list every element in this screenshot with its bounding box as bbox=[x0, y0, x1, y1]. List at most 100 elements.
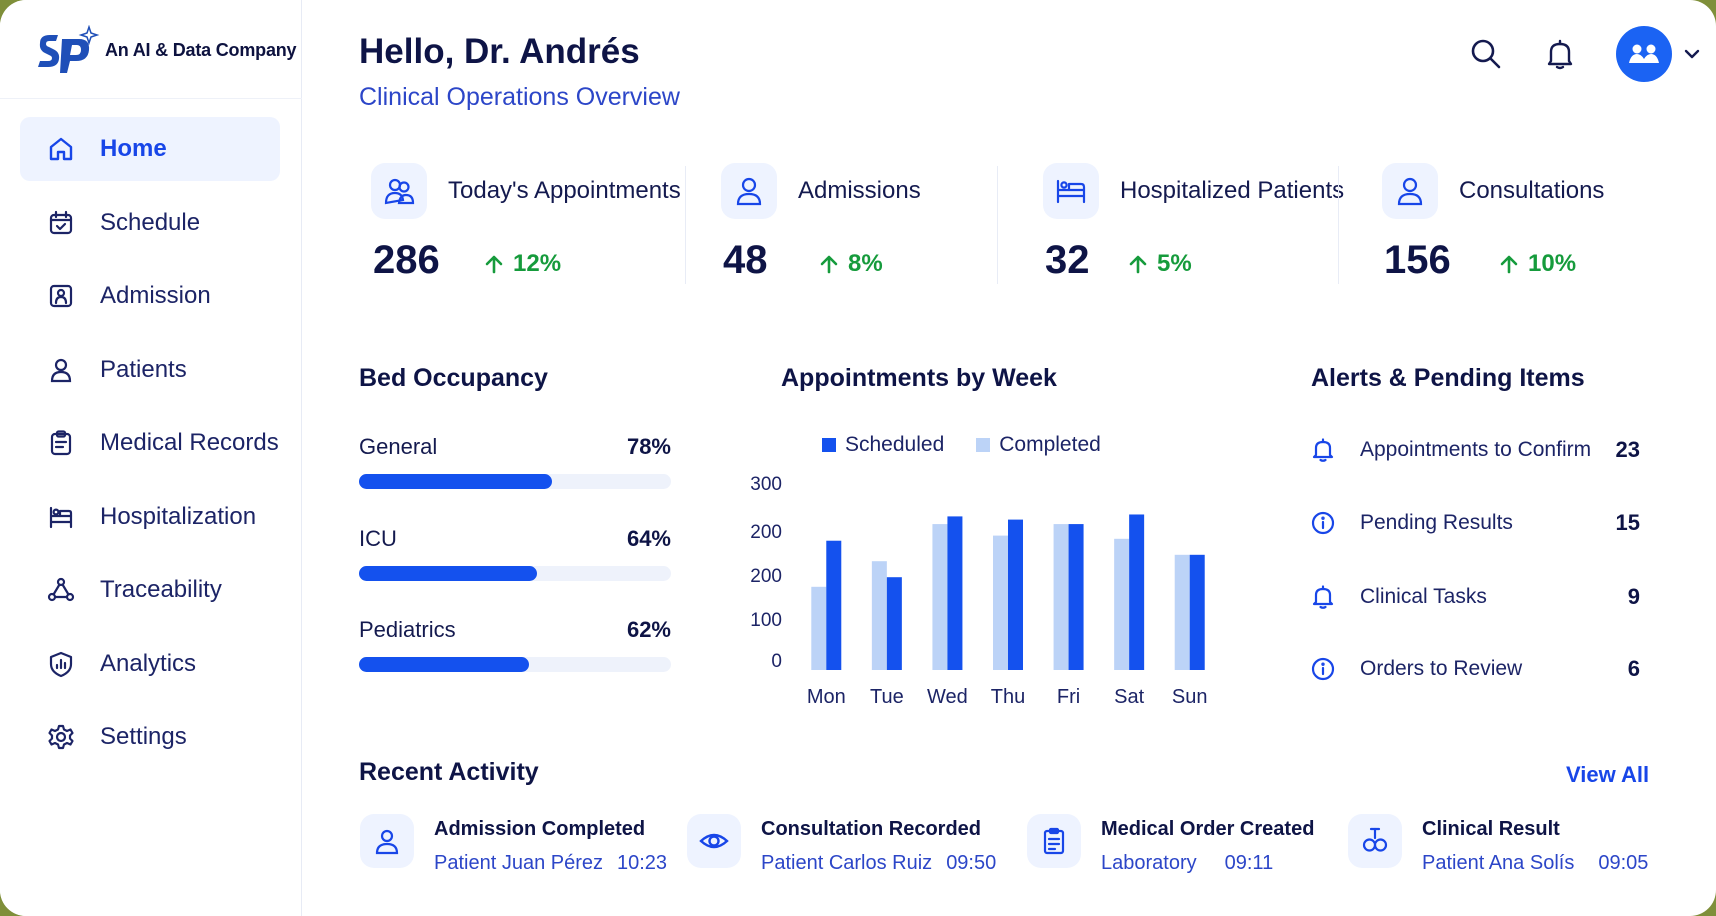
bar-completed-fri[interactable] bbox=[1053, 524, 1069, 670]
arrow-up-icon bbox=[1500, 255, 1518, 274]
sidebar-item-schedule[interactable]: Schedule bbox=[20, 191, 280, 255]
occupancy-bar-track bbox=[359, 657, 671, 672]
y-tick-label: 300 bbox=[750, 474, 782, 495]
bed-icon bbox=[1043, 163, 1099, 219]
arrow-up-icon bbox=[820, 255, 838, 274]
page-title: Hello, Dr. Andrés bbox=[359, 32, 640, 71]
bar-completed-wed[interactable] bbox=[932, 524, 948, 670]
alert-item-appointments-to-confirm[interactable]: Appointments to Confirm 23 bbox=[1310, 432, 1640, 468]
sidebar-item-admission[interactable]: Admission bbox=[20, 264, 280, 328]
x-tick-label: Mon bbox=[807, 686, 846, 708]
bar-completed-tue[interactable] bbox=[871, 561, 887, 670]
sidebar-item-patients[interactable]: Patients bbox=[20, 338, 280, 402]
kpi-value: 48 bbox=[723, 238, 768, 282]
occupancy-percent: 64% bbox=[626, 526, 671, 551]
bed-icon bbox=[46, 502, 76, 532]
x-tick-label: Thu bbox=[991, 686, 1025, 708]
bell-icon bbox=[1312, 585, 1334, 609]
divider bbox=[1338, 166, 1339, 284]
sidebar-item-home[interactable]: Home bbox=[20, 117, 280, 181]
brand-logo bbox=[38, 25, 100, 73]
activity-time: 10:23 bbox=[617, 852, 668, 874]
legend-label: Scheduled bbox=[845, 433, 945, 456]
sidebar-item-label: Patients bbox=[100, 355, 187, 383]
kpi-delta-value: 12% bbox=[513, 250, 562, 277]
alert-item-pending-results[interactable]: Pending Results 15 bbox=[1310, 505, 1640, 541]
bell-icon bbox=[1547, 39, 1573, 70]
user-icon bbox=[721, 163, 777, 219]
occupancy-row-general: General 78% bbox=[359, 434, 671, 494]
y-tick-label: 100 bbox=[750, 610, 782, 631]
view-all-link[interactable]: View All bbox=[1566, 762, 1650, 787]
kpi-card-hospitalized[interactable]: Hospitalized Patients 32 5% bbox=[1031, 160, 1344, 285]
occupancy-name: ICU bbox=[359, 526, 397, 551]
x-tick-label: Wed bbox=[927, 686, 968, 708]
legend-swatch bbox=[976, 438, 991, 452]
bar-completed-mon[interactable] bbox=[811, 586, 827, 670]
users-icon bbox=[371, 163, 427, 219]
bar-scheduled-tue[interactable] bbox=[886, 577, 902, 670]
info-icon bbox=[1311, 511, 1335, 535]
activity-title: Admission Completed bbox=[434, 818, 646, 840]
bar-scheduled-fri[interactable] bbox=[1068, 524, 1084, 670]
sidebar-item-traceability[interactable]: Traceability bbox=[20, 558, 280, 622]
x-tick-label: Fri bbox=[1057, 686, 1080, 708]
activity-item[interactable]: Medical Order Created Laboratory 09:11 bbox=[1027, 814, 1327, 876]
alert-item-clinical-tasks[interactable]: Clinical Tasks 9 bbox=[1310, 579, 1640, 615]
alert-item-orders-to-review[interactable]: Orders to Review 6 bbox=[1310, 651, 1640, 687]
kpi-strip: Today's Appointments 286 12% Admissions … bbox=[359, 160, 1689, 285]
sidebar-item-analytics[interactable]: Analytics bbox=[20, 632, 280, 696]
activity-title: Consultation Recorded bbox=[761, 818, 982, 840]
bar-scheduled-wed[interactable] bbox=[947, 516, 963, 670]
legend-swatch bbox=[822, 438, 836, 452]
legend-item-completed[interactable]: Completed bbox=[976, 433, 1101, 457]
alert-label: Clinical Tasks bbox=[1360, 585, 1487, 608]
kpi-card-consultations[interactable]: Consultations 156 10% bbox=[1370, 160, 1670, 285]
notifications-button[interactable] bbox=[1542, 36, 1578, 72]
sidebar-item-medical-records[interactable]: Medical Records bbox=[20, 411, 280, 475]
x-tick-label: Tue bbox=[870, 686, 904, 708]
bar-scheduled-sun[interactable] bbox=[1189, 554, 1205, 670]
alert-count: 15 bbox=[1615, 510, 1640, 535]
admission-icon bbox=[46, 281, 76, 311]
activity-item[interactable]: Consultation Recorded Patient Carlos Rui… bbox=[687, 814, 1007, 876]
bar-completed-thu[interactable] bbox=[993, 535, 1008, 670]
kpi-card-appointments[interactable]: Today's Appointments 286 12% bbox=[359, 160, 681, 285]
alert-label: Orders to Review bbox=[1360, 657, 1523, 680]
bar-completed-sat[interactable] bbox=[1114, 538, 1130, 670]
activity-subtitle: Patient Carlos Ruiz 09:50 bbox=[761, 852, 996, 875]
bar-scheduled-sat[interactable] bbox=[1129, 514, 1145, 670]
user-avatar[interactable] bbox=[1616, 26, 1672, 82]
chevron-down-icon[interactable] bbox=[1682, 44, 1702, 64]
x-tick-label: Sat bbox=[1114, 686, 1144, 708]
kpi-value: 156 bbox=[1384, 238, 1451, 282]
kpi-card-admissions[interactable]: Admissions 48 8% bbox=[709, 160, 999, 285]
divider bbox=[0, 98, 302, 99]
activity-subject: Patient Juan Pérez bbox=[434, 852, 603, 874]
sidebar: An AI & Data Company Home Schedule Adm bbox=[0, 0, 302, 916]
analytics-icon bbox=[46, 649, 76, 679]
sidebar-item-settings[interactable]: Settings bbox=[20, 705, 280, 769]
brand-tagline: An AI & Data Company bbox=[105, 39, 297, 60]
bar-scheduled-mon[interactable] bbox=[826, 540, 842, 670]
alert-count: 6 bbox=[1627, 656, 1640, 681]
bar-completed-sun[interactable] bbox=[1174, 554, 1190, 670]
bar-scheduled-thu[interactable] bbox=[1008, 519, 1023, 670]
alert-label: Pending Results bbox=[1360, 511, 1513, 534]
activity-item[interactable]: Clinical Result Patient Ana Solís 09:05 bbox=[1348, 814, 1648, 876]
search-button[interactable] bbox=[1468, 36, 1504, 72]
page-subtitle: Clinical Operations Overview bbox=[359, 83, 680, 111]
kpi-label: Today's Appointments bbox=[448, 177, 681, 204]
sidebar-item-hospitalization[interactable]: Hospitalization bbox=[20, 485, 280, 549]
activity-time: 09:05 bbox=[1598, 852, 1649, 874]
sidebar-item-label: Admission bbox=[100, 282, 211, 309]
brand[interactable]: An AI & Data Company bbox=[34, 22, 302, 78]
flask-icon bbox=[1348, 814, 1402, 868]
activity-item[interactable]: Admission Completed Patient Juan Pérez 10… bbox=[360, 814, 667, 876]
document-icon bbox=[1027, 814, 1081, 868]
occupancy-row-pediatrics: Pediatrics 62% bbox=[359, 617, 671, 677]
occupancy-name: Pediatrics bbox=[359, 617, 456, 642]
legend-item-scheduled[interactable]: Scheduled bbox=[822, 433, 944, 457]
occupancy-bar-fill bbox=[359, 657, 530, 672]
